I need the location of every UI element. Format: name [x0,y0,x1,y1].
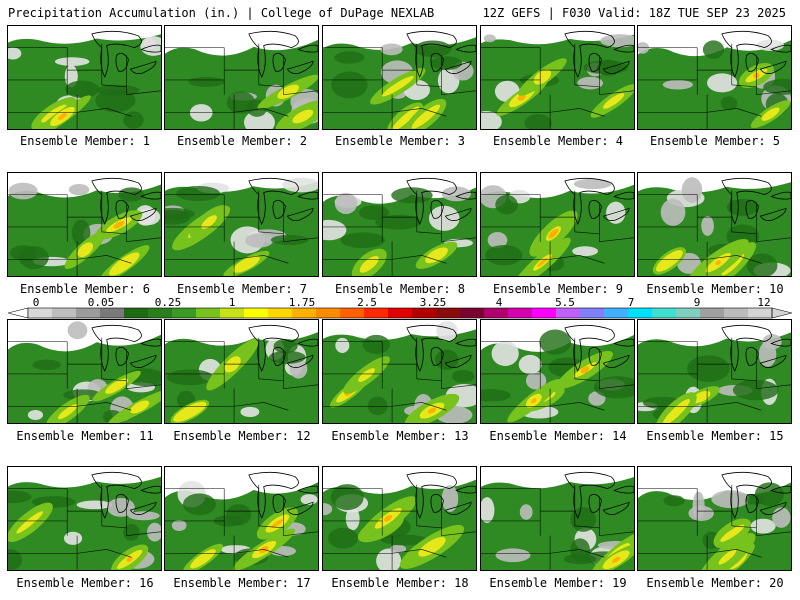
colorbar-legend: 0 0.05 0.25 1 1.75 2.5 3.25 4 5.5 7 9 12 [0,296,800,318]
colorbar-bin [52,308,77,318]
colorbar-tick-label: 2.5 [357,296,377,309]
ensemble-member-map [322,466,477,571]
ensemble-member-map [480,319,635,424]
ensemble-member-label: Ensemble Member: 12 [173,429,311,443]
ensemble-member-label: Ensemble Member: 15 [646,429,784,443]
colorbar-left-arrow [8,307,29,319]
colorbar-bin [628,308,653,318]
colorbar-tick-label: 0 [32,296,40,309]
colorbar-bin [220,308,245,318]
ensemble-member-map [637,466,792,571]
ensemble-member-map [637,25,792,130]
ensemble-member-map [637,172,792,277]
colorbar-tick-label: 12 [757,296,771,309]
colorbar-bin [604,308,629,318]
colorbar-bin [508,308,533,318]
ensemble-member-label: Ensemble Member: 17 [173,576,311,590]
colorbar-tick-label: 3.25 [419,296,447,309]
ensemble-member-map [7,172,162,277]
colorbar-bin [316,308,341,318]
colorbar-tick-label: 4 [495,296,503,309]
colorbar-bin [436,308,461,318]
colorbar-bin [388,308,413,318]
ensemble-member-label: Ensemble Member: 2 [176,134,308,148]
colorbar-bin [364,308,389,318]
colorbar-right-arrow [771,307,792,319]
ensemble-member-map [7,25,162,130]
colorbar-bin [748,308,773,318]
ensemble-member-label: Ensemble Member: 13 [331,429,469,443]
ensemble-member-label: Ensemble Member: 3 [334,134,466,148]
ensemble-member-map [322,25,477,130]
colorbar-bin [28,308,53,318]
colorbar-bin [460,308,485,318]
colorbar-bin [76,308,101,318]
ensemble-member-map [322,319,477,424]
colorbar-tick-label: 7 [627,296,635,309]
ensemble-member-map [164,319,319,424]
colorbar-bin [100,308,125,318]
colorbar-bin [652,308,677,318]
ensemble-member-map [7,466,162,571]
colorbar [8,307,792,319]
colorbar-tick-label: 1 [228,296,236,309]
ensemble-member-label: Ensemble Member: 8 [334,282,466,296]
colorbar-bin [148,308,173,318]
ensemble-member-label: Ensemble Member: 11 [16,429,154,443]
colorbar-bin [580,308,605,318]
colorbar-bin [292,308,317,318]
ensemble-member-label: Ensemble Member: 18 [331,576,469,590]
colorbar-bin [676,308,701,318]
colorbar-bin [532,308,557,318]
colorbar-bin [196,308,221,318]
colorbar-tick-label: 0.05 [87,296,115,309]
ensemble-member-map [7,319,162,424]
ensemble-member-map [637,319,792,424]
ensemble-member-map [164,172,319,277]
colorbar-bin [700,308,725,318]
ensemble-member-label: Ensemble Member: 1 [19,134,151,148]
colorbar-bin [556,308,581,318]
ensemble-member-map [322,172,477,277]
ensemble-member-label: Ensemble Member: 10 [646,282,784,296]
ensemble-member-label: Ensemble Member: 5 [649,134,781,148]
colorbar-tick-label: 9 [693,296,701,309]
ensemble-member-map [164,25,319,130]
colorbar-tick-label: 1.75 [288,296,316,309]
map-title: Precipitation Accumulation (in.) | Colle… [8,6,435,20]
colorbar-bin [724,308,749,318]
ensemble-member-map [164,466,319,571]
run-valid-time: 12Z GEFS | F030 Valid: 18Z TUE SEP 23 20… [482,6,786,20]
ensemble-member-label: Ensemble Member: 6 [19,282,151,296]
colorbar-bin [412,308,437,318]
ensemble-member-map [480,25,635,130]
colorbar-tick-labels: 0 0.05 0.25 1 1.75 2.5 3.25 4 5.5 7 9 12 [0,296,800,309]
ensemble-member-map [480,172,635,277]
ensemble-member-label: Ensemble Member: 7 [176,282,308,296]
ensemble-member-map [480,466,635,571]
ensemble-member-label: Ensemble Member: 14 [489,429,627,443]
colorbar-bin [340,308,365,318]
ensemble-member-label: Ensemble Member: 16 [16,576,154,590]
colorbar-bin [268,308,293,318]
colorbar-bin [484,308,509,318]
colorbar-tick-label: 0.25 [154,296,182,309]
ensemble-member-label: Ensemble Member: 19 [489,576,627,590]
colorbar-bin [124,308,149,318]
colorbar-tick-label: 5.5 [555,296,575,309]
colorbar-bin [244,308,269,318]
ensemble-member-label: Ensemble Member: 9 [492,282,624,296]
ensemble-member-label: Ensemble Member: 4 [492,134,624,148]
ensemble-member-label: Ensemble Member: 20 [646,576,784,590]
colorbar-bin [172,308,197,318]
